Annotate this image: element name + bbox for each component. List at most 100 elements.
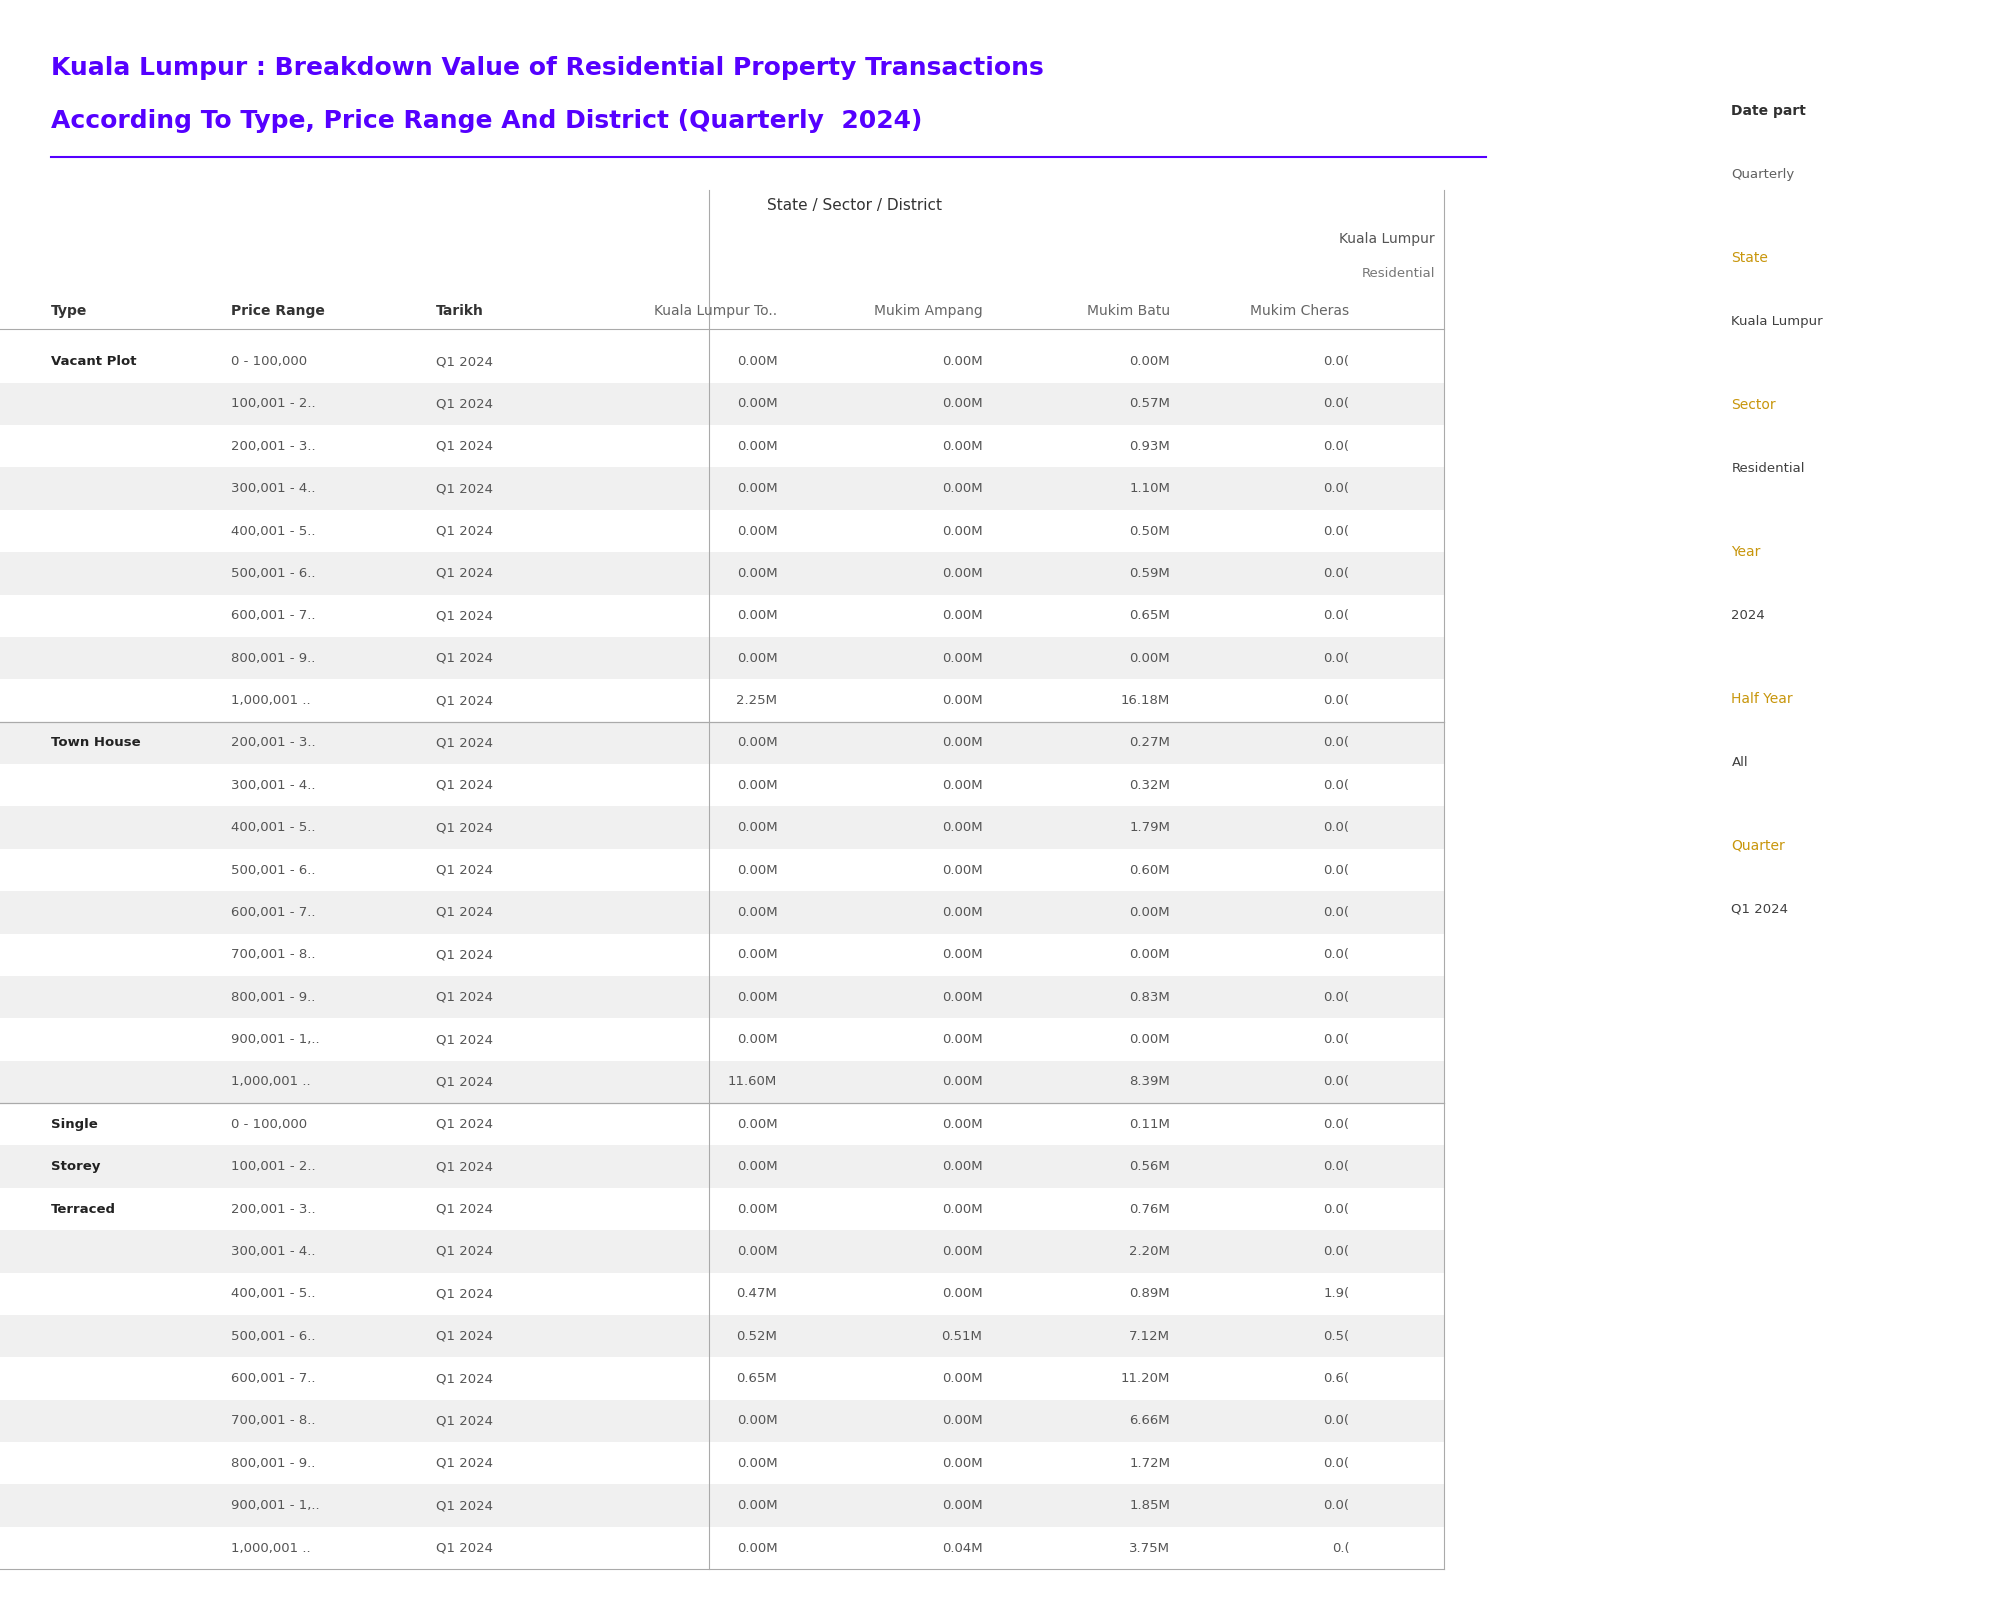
Text: 0.00M: 0.00M [737, 737, 777, 749]
Bar [0, 1315, 1443, 1357]
Text: Quarterly: Quarterly [1732, 168, 1794, 181]
Text: 0.0(: 0.0( [1323, 1499, 1349, 1512]
Text: 0.0(: 0.0( [1323, 1119, 1349, 1131]
Text: 2.20M: 2.20M [1129, 1245, 1171, 1258]
Text: Kuala Lumpur : Breakdown Value of Residential Property Transactions: Kuala Lumpur : Breakdown Value of Reside… [52, 56, 1045, 80]
Text: 0.00M: 0.00M [737, 1499, 777, 1512]
Bar [0, 1061, 1443, 1103]
Text: 0.0(: 0.0( [1323, 948, 1349, 962]
Text: 600,001 - 7..: 600,001 - 7.. [230, 906, 316, 919]
Text: 0.00M: 0.00M [941, 1203, 983, 1216]
Text: 0.00M: 0.00M [941, 1119, 983, 1131]
Text: Q1 2024: Q1 2024 [436, 355, 494, 368]
Text: 900,001 - 1,..: 900,001 - 1,.. [230, 1499, 320, 1512]
Text: 0.(: 0.( [1333, 1542, 1349, 1555]
Text: 0.00M: 0.00M [941, 609, 983, 622]
Text: 0.0(: 0.0( [1323, 567, 1349, 580]
Text: Price Range: Price Range [230, 304, 324, 318]
Text: 0 - 100,000: 0 - 100,000 [230, 1119, 308, 1131]
Text: Q1 2024: Q1 2024 [436, 1373, 494, 1385]
Text: 500,001 - 6..: 500,001 - 6.. [230, 567, 316, 580]
Text: 0.00M: 0.00M [737, 991, 777, 1004]
Text: 0.00M: 0.00M [737, 1203, 777, 1216]
Text: 0.56M: 0.56M [1129, 1160, 1171, 1173]
Text: 0.00M: 0.00M [737, 567, 777, 580]
Text: Q1 2024: Q1 2024 [436, 948, 494, 962]
Text: 0.00M: 0.00M [737, 1032, 777, 1047]
Text: 0.00M: 0.00M [941, 991, 983, 1004]
Bar [0, 807, 1443, 849]
Text: 0.0(: 0.0( [1323, 1160, 1349, 1173]
Text: 0.32M: 0.32M [1129, 778, 1171, 791]
Text: 0.00M: 0.00M [941, 737, 983, 749]
Text: Half Year: Half Year [1732, 692, 1792, 706]
Text: Q1 2024: Q1 2024 [436, 863, 494, 877]
Text: 0.00M: 0.00M [737, 398, 777, 411]
Text: Q1 2024: Q1 2024 [436, 821, 494, 834]
Text: 0.00M: 0.00M [941, 567, 983, 580]
Text: Q1 2024: Q1 2024 [436, 1075, 494, 1088]
Text: 0.00M: 0.00M [737, 1160, 777, 1173]
Bar [0, 1146, 1443, 1187]
Text: 0.65M: 0.65M [1129, 609, 1171, 622]
Text: 500,001 - 6..: 500,001 - 6.. [230, 863, 316, 877]
Text: Tarikh: Tarikh [436, 304, 484, 318]
Text: Q1 2024: Q1 2024 [436, 778, 494, 791]
Text: 0.0(: 0.0( [1323, 821, 1349, 834]
Text: 0.0(: 0.0( [1323, 652, 1349, 665]
Text: 7.12M: 7.12M [1129, 1330, 1171, 1342]
Text: 0.00M: 0.00M [737, 863, 777, 877]
Bar [0, 468, 1443, 510]
Text: 0.0(: 0.0( [1323, 1414, 1349, 1427]
Text: 700,001 - 8..: 700,001 - 8.. [230, 948, 316, 962]
Text: Q1 2024: Q1 2024 [436, 1245, 494, 1258]
Text: 0.04M: 0.04M [941, 1542, 983, 1555]
Text: 11.20M: 11.20M [1121, 1373, 1171, 1385]
Text: 100,001 - 2..: 100,001 - 2.. [230, 1160, 316, 1173]
Text: Q1 2024: Q1 2024 [436, 1032, 494, 1047]
Text: 900,001 - 1,..: 900,001 - 1,.. [230, 1032, 320, 1047]
Text: 0.60M: 0.60M [1129, 863, 1171, 877]
Text: 0.0(: 0.0( [1323, 483, 1349, 495]
Text: 0.00M: 0.00M [941, 1032, 983, 1047]
Text: 0.0(: 0.0( [1323, 1075, 1349, 1088]
Text: Date part: Date part [1732, 104, 1806, 118]
Text: 0.59M: 0.59M [1129, 567, 1171, 580]
Text: Q1 2024: Q1 2024 [436, 609, 494, 622]
Text: 0.52M: 0.52M [737, 1330, 777, 1342]
Text: Q1 2024: Q1 2024 [436, 906, 494, 919]
Text: 0.00M: 0.00M [941, 1457, 983, 1470]
Bar [0, 976, 1443, 1018]
Text: 0.0(: 0.0( [1323, 1245, 1349, 1258]
Text: 0.76M: 0.76M [1129, 1203, 1171, 1216]
Text: State: State [1732, 251, 1768, 265]
Text: 0.0(: 0.0( [1323, 1203, 1349, 1216]
Text: 0.00M: 0.00M [941, 1075, 983, 1088]
Text: 0.00M: 0.00M [941, 906, 983, 919]
Text: 0.0(: 0.0( [1323, 398, 1349, 411]
Text: 0.0(: 0.0( [1323, 1457, 1349, 1470]
Bar [0, 638, 1443, 679]
Text: 0.47M: 0.47M [737, 1288, 777, 1301]
Text: 0.0(: 0.0( [1323, 524, 1349, 537]
Text: 0.00M: 0.00M [737, 1542, 777, 1555]
Text: 0.00M: 0.00M [941, 1288, 983, 1301]
Text: 0.0(: 0.0( [1323, 355, 1349, 368]
Text: Q1 2024: Q1 2024 [436, 1160, 494, 1173]
Text: 0.00M: 0.00M [737, 609, 777, 622]
Bar [0, 722, 1443, 764]
Text: State / Sector / District: State / Sector / District [767, 198, 941, 213]
Text: 0.00M: 0.00M [737, 821, 777, 834]
Text: Kuala Lumpur: Kuala Lumpur [1732, 315, 1822, 328]
Text: Q1 2024: Q1 2024 [436, 1288, 494, 1301]
Text: 8.39M: 8.39M [1129, 1075, 1171, 1088]
Text: 300,001 - 4..: 300,001 - 4.. [230, 778, 316, 791]
Text: 800,001 - 9..: 800,001 - 9.. [230, 1457, 316, 1470]
Text: 0.00M: 0.00M [1129, 652, 1171, 665]
Text: 1.79M: 1.79M [1129, 821, 1171, 834]
Text: 0.0(: 0.0( [1323, 778, 1349, 791]
Text: 0.0(: 0.0( [1323, 863, 1349, 877]
Text: 0.00M: 0.00M [941, 524, 983, 537]
Text: 0.00M: 0.00M [941, 948, 983, 962]
Text: 0.00M: 0.00M [737, 948, 777, 962]
